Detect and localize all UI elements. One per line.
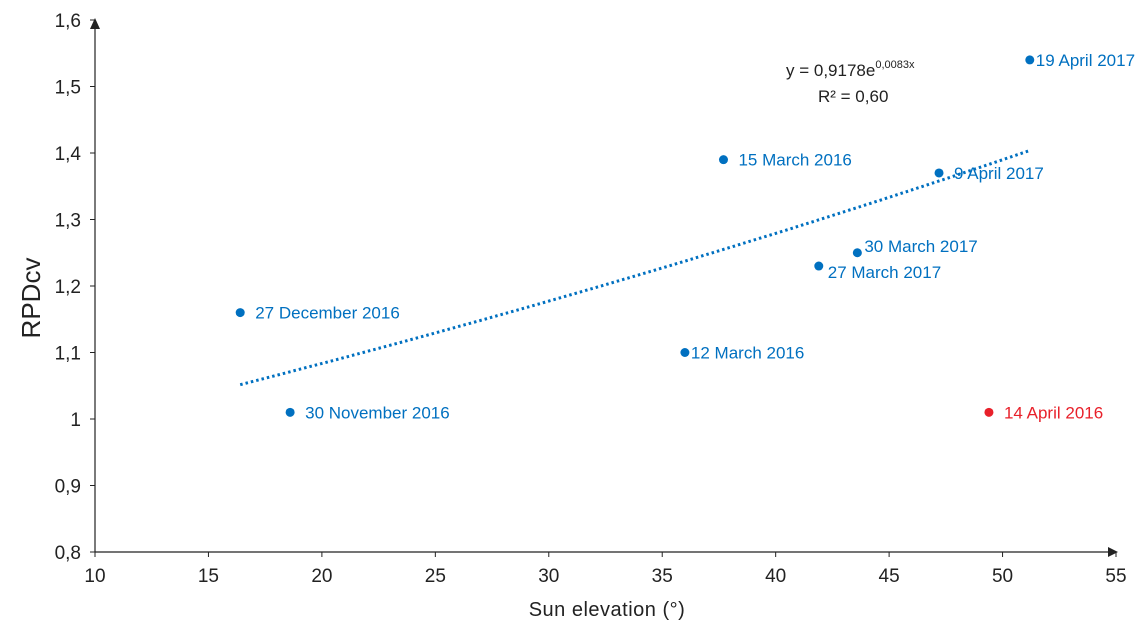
data-point xyxy=(814,261,824,271)
r-squared: R² = 0,60 xyxy=(818,87,888,106)
point-labels-group: 27 December 2016 30 November 2016 12 March… xyxy=(255,51,1135,422)
x-axis-label: Sun elevation (°) xyxy=(529,599,686,621)
data-point xyxy=(1025,55,1035,65)
y-tick-label: 1,4 xyxy=(55,144,82,165)
y-tick-label: 1,3 xyxy=(55,211,81,232)
y-tick-label: 0,9 xyxy=(55,477,81,498)
data-label: 15 March 2016 xyxy=(738,151,851,170)
x-tick-label: 35 xyxy=(652,566,673,587)
data-points-group xyxy=(235,55,1035,417)
y-tick-label: 1,2 xyxy=(55,277,81,298)
y-tick-label: 1,1 xyxy=(55,344,81,365)
data-label: 30 March 2017 xyxy=(864,237,977,256)
x-tick-label: 15 xyxy=(198,566,219,587)
data-label: 19 April 2017 xyxy=(1036,51,1135,70)
y-axis-label: RPDcv xyxy=(16,258,46,339)
data-point xyxy=(235,308,245,318)
equation-exponent: 0,0083x xyxy=(875,59,915,71)
data-point xyxy=(934,168,944,178)
x-tick-label: 55 xyxy=(1105,566,1126,587)
equation-prefix: y = 0,9178e xyxy=(786,61,875,80)
trendline-equation: y = 0,9178e0,0083x xyxy=(786,59,915,80)
data-label: 14 April 2016 xyxy=(1004,403,1103,422)
data-point xyxy=(718,155,728,165)
x-tick-label: 25 xyxy=(425,566,446,587)
x-tick-label: 10 xyxy=(84,566,105,587)
data-label: 30 November 2016 xyxy=(305,403,450,422)
data-point xyxy=(285,407,295,417)
data-point xyxy=(680,348,690,357)
data-label: 9 April 2017 xyxy=(954,164,1044,183)
data-label: 27 December 2016 xyxy=(255,304,400,323)
x-axis-arrow-icon xyxy=(1108,547,1118,557)
data-label: 12 March 2016 xyxy=(691,344,804,363)
x-tick-label: 45 xyxy=(879,566,900,587)
axes: 10 15 20 25 30 35 40 45 50 55 0,8 0,9 1 1,1 1,2 1,3 1,4 1… xyxy=(55,11,1127,587)
y-axis-arrow-icon xyxy=(90,18,100,29)
data-point xyxy=(852,248,862,258)
x-tick-label: 20 xyxy=(311,566,332,587)
y-tick-label: 1 xyxy=(70,410,81,431)
data-point xyxy=(984,407,994,417)
y-tick-label: 0,8 xyxy=(55,543,81,564)
x-tick-label: 30 xyxy=(538,566,559,587)
y-tick-label: 1,5 xyxy=(55,78,81,99)
x-tick-label: 40 xyxy=(765,566,786,587)
x-tick-label: 50 xyxy=(992,566,1013,587)
y-tick-label: 1,6 xyxy=(55,11,81,32)
data-label: 27 March 2017 xyxy=(828,263,941,282)
